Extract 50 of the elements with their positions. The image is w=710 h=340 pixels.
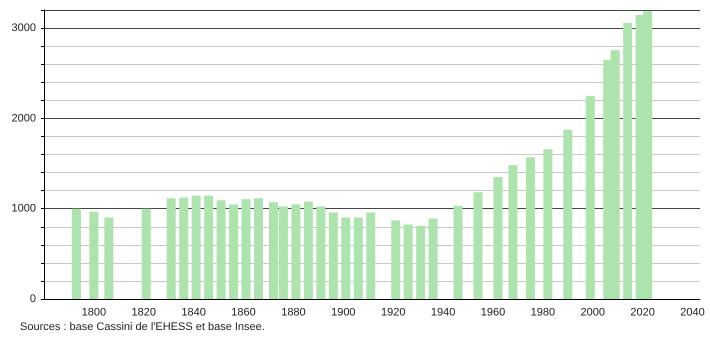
x-tick-label: 1800 — [82, 306, 106, 318]
x-tick-label: 2000 — [580, 306, 605, 318]
x-tick-label: 2040 — [680, 306, 705, 318]
bar — [404, 224, 413, 299]
x-tick-label: 1940 — [430, 306, 456, 318]
bar — [229, 204, 238, 299]
bar — [166, 198, 176, 299]
y-tick-label: 2000 — [12, 112, 36, 124]
x-tick-label: 1860 — [231, 306, 256, 318]
bar — [474, 192, 483, 299]
x-tick-label: 1960 — [480, 306, 506, 318]
bar — [508, 165, 518, 299]
bar — [192, 196, 201, 299]
bar — [304, 202, 313, 299]
bar — [391, 220, 400, 299]
bar — [72, 208, 81, 299]
x-tick-label: 1820 — [132, 306, 156, 318]
x-tick-label: 1900 — [331, 306, 356, 318]
bar — [563, 130, 572, 299]
bar — [179, 198, 188, 299]
bar — [89, 212, 98, 299]
bar — [543, 149, 552, 299]
y-tick-label: 0 — [30, 293, 36, 305]
bar — [366, 212, 376, 299]
bar — [428, 218, 438, 299]
bar — [316, 206, 326, 299]
x-tick-label: 1920 — [380, 306, 406, 318]
source-note: Sources : base Cassini de l'EHESS et base Insee. — [20, 321, 265, 333]
bar — [142, 208, 151, 299]
x-tick-label: 1840 — [181, 306, 206, 318]
bar — [586, 96, 595, 299]
bar — [623, 23, 632, 299]
bar — [526, 157, 535, 299]
x-tick-label: 2020 — [630, 306, 655, 318]
bar — [254, 198, 264, 299]
bar — [104, 217, 114, 299]
bar — [416, 226, 426, 299]
x-tick-label: 1980 — [530, 306, 556, 318]
bar — [204, 196, 214, 299]
y-tick-label: 3000 — [12, 22, 36, 34]
bar — [242, 199, 251, 299]
y-tick-label: 1000 — [12, 202, 36, 215]
x-tick-label: 1880 — [281, 306, 306, 318]
bar — [341, 217, 350, 299]
bar — [454, 206, 463, 299]
bar — [328, 212, 338, 299]
bar — [216, 200, 226, 299]
bar — [291, 204, 300, 299]
bar — [493, 177, 502, 299]
bar — [354, 217, 363, 299]
